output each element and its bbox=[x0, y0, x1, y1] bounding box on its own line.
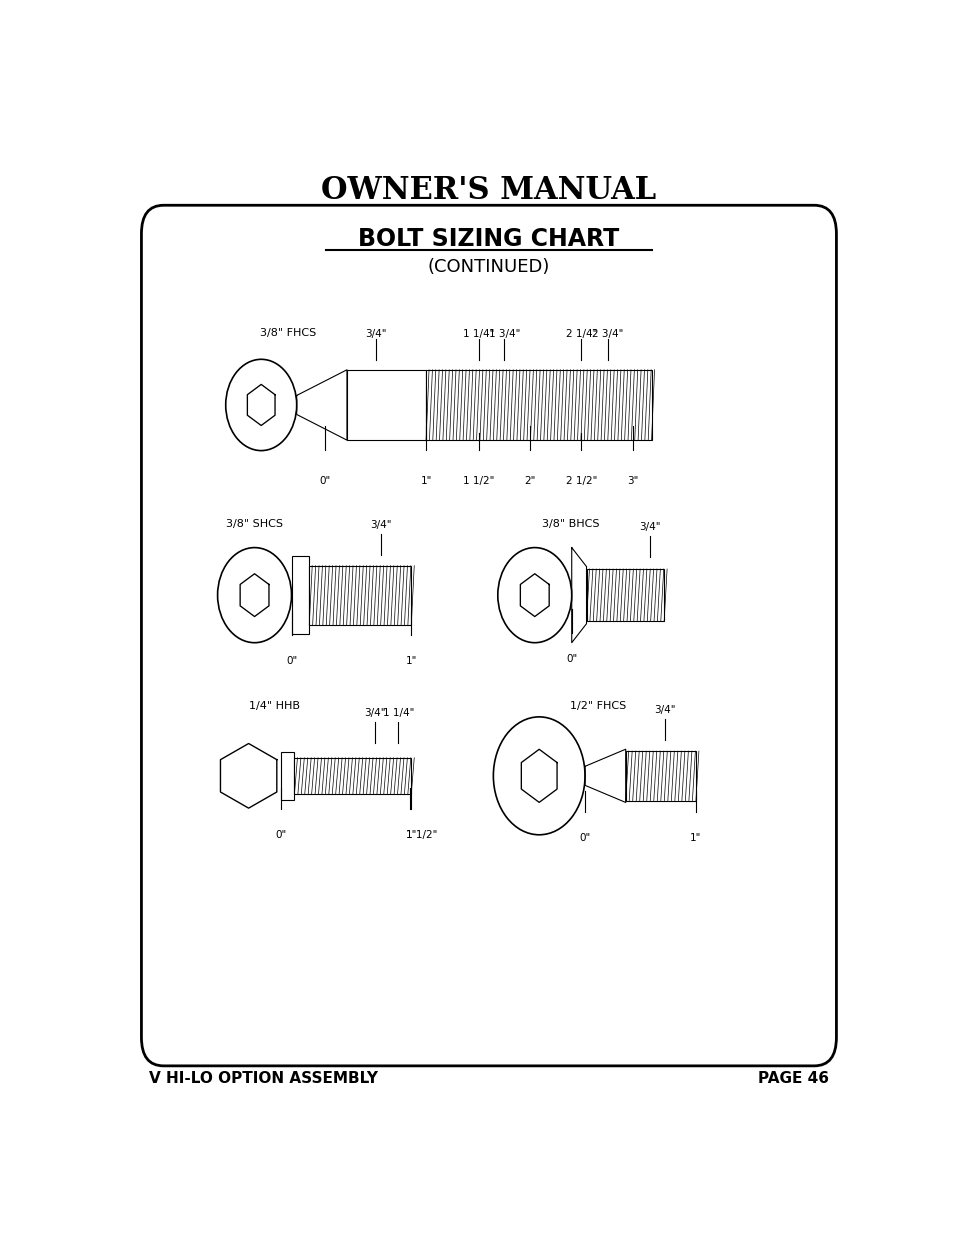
Text: 1/4" HHB: 1/4" HHB bbox=[249, 701, 299, 711]
Text: BOLT SIZING CHART: BOLT SIZING CHART bbox=[358, 226, 618, 251]
Text: 3/4": 3/4" bbox=[370, 520, 392, 531]
FancyBboxPatch shape bbox=[141, 205, 836, 1066]
Text: 1 1/2": 1 1/2" bbox=[462, 477, 494, 487]
Text: 1 1/4": 1 1/4" bbox=[462, 330, 494, 340]
Bar bbox=[294, 758, 411, 794]
Bar bbox=[586, 569, 663, 621]
Text: 3/4": 3/4" bbox=[654, 705, 675, 715]
Text: 3/8" FHCS: 3/8" FHCS bbox=[259, 329, 315, 338]
Polygon shape bbox=[296, 369, 347, 440]
Text: 0": 0" bbox=[275, 830, 287, 840]
Text: 1": 1" bbox=[405, 830, 416, 840]
Circle shape bbox=[493, 716, 584, 835]
Text: 1": 1" bbox=[405, 656, 416, 666]
Text: V HI-LO OPTION ASSEMBLY: V HI-LO OPTION ASSEMBLY bbox=[149, 1071, 377, 1086]
Text: 3/4": 3/4" bbox=[365, 330, 386, 340]
Circle shape bbox=[217, 547, 292, 642]
Text: 3/4": 3/4" bbox=[364, 708, 385, 718]
Bar bbox=[292, 556, 309, 634]
Bar bbox=[625, 751, 695, 800]
Text: 0": 0" bbox=[578, 832, 590, 842]
Text: 3/8" SHCS: 3/8" SHCS bbox=[226, 519, 283, 529]
Text: 1 1/4": 1 1/4" bbox=[382, 708, 414, 718]
Polygon shape bbox=[220, 743, 276, 808]
Text: 0": 0" bbox=[565, 655, 577, 664]
Polygon shape bbox=[584, 750, 625, 803]
Text: 1 1/2": 1 1/2" bbox=[406, 830, 437, 840]
Text: 0": 0" bbox=[319, 477, 330, 487]
Text: 1": 1" bbox=[690, 832, 700, 842]
Text: 1": 1" bbox=[420, 477, 432, 487]
Bar bbox=[347, 369, 426, 440]
Text: PAGE 46: PAGE 46 bbox=[758, 1071, 828, 1086]
Text: 3/8" BHCS: 3/8" BHCS bbox=[541, 519, 598, 529]
Bar bbox=[426, 369, 651, 440]
Text: 1/2" FHCS: 1/2" FHCS bbox=[570, 701, 626, 711]
Text: 3": 3" bbox=[627, 477, 639, 487]
Text: 0": 0" bbox=[286, 656, 296, 666]
Text: 2 3/4": 2 3/4" bbox=[592, 330, 623, 340]
Bar bbox=[281, 752, 294, 799]
Circle shape bbox=[497, 547, 571, 642]
Text: 3/4": 3/4" bbox=[639, 522, 660, 532]
Circle shape bbox=[226, 359, 296, 451]
Text: OWNER'S MANUAL: OWNER'S MANUAL bbox=[321, 175, 656, 206]
Text: (CONTINUED): (CONTINUED) bbox=[427, 258, 550, 277]
Bar bbox=[309, 566, 411, 625]
Text: 2 1/2": 2 1/2" bbox=[565, 477, 597, 487]
Text: 1 3/4": 1 3/4" bbox=[488, 330, 519, 340]
Text: 2 1/4": 2 1/4" bbox=[565, 330, 597, 340]
Polygon shape bbox=[571, 547, 586, 642]
Text: 2": 2" bbox=[524, 477, 536, 487]
